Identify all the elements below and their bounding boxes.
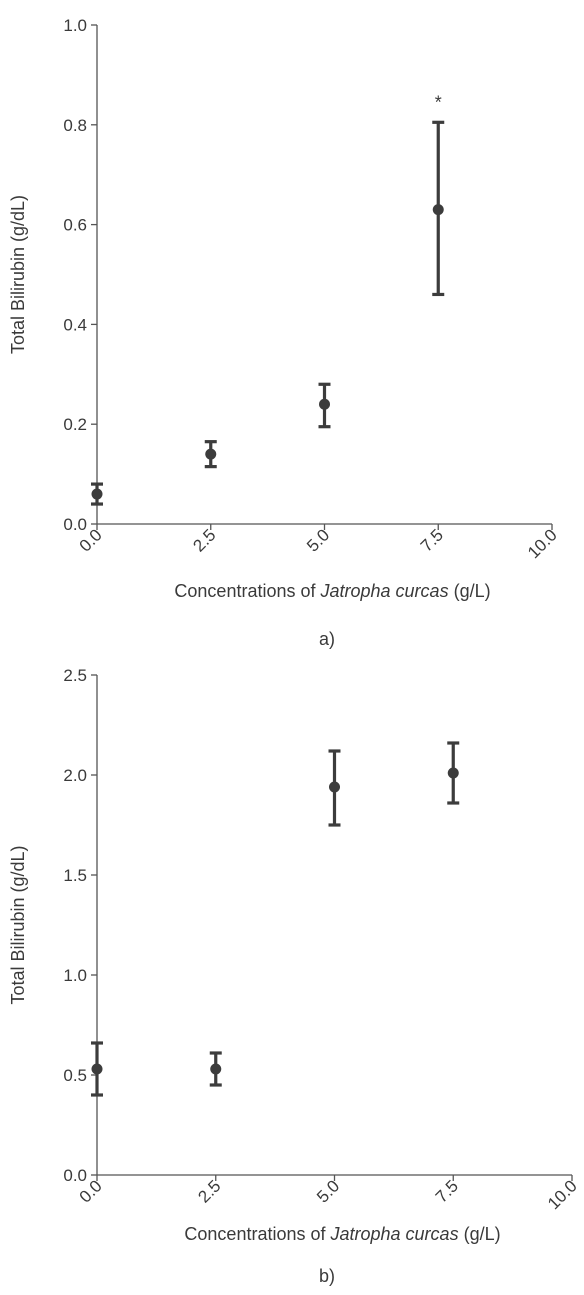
y-tick-label: 1.0 bbox=[63, 16, 87, 35]
x-tick-label: 2.5 bbox=[194, 1176, 224, 1206]
y-tick-label: 0.0 bbox=[63, 515, 87, 534]
data-point bbox=[432, 204, 444, 216]
x-tick-label: 7.5 bbox=[417, 525, 447, 555]
significance-marker: * bbox=[435, 92, 442, 112]
y-tick-label: 2.0 bbox=[63, 766, 87, 785]
chart-a-svg: 0.00.20.40.60.81.00.0 2.5 5.0 7.5 10.0 * Tot… bbox=[8, 16, 561, 649]
chart-b-x-axis-title-italic: Jatropha curcas bbox=[330, 1224, 459, 1244]
data-point bbox=[205, 448, 217, 460]
x-tick-label: 10.0 bbox=[524, 525, 561, 562]
y-tick-label: 0.5 bbox=[63, 1066, 87, 1085]
chart-b-x-axis-title: Concentrations of Jatropha curcas (g/L) bbox=[184, 1224, 500, 1244]
chart-b-x-axis-title-suffix: (g/L) bbox=[459, 1224, 501, 1244]
y-tick-label: 1.0 bbox=[63, 966, 87, 985]
data-point-group bbox=[209, 1051, 222, 1087]
chart-b-marks bbox=[91, 741, 460, 1097]
y-tick-label: 1.5 bbox=[63, 866, 87, 885]
chart-a-ticks: 0.00.20.40.60.81.00.0 2.5 5.0 7.5 10.0 bbox=[63, 16, 560, 562]
y-tick-label: 0.8 bbox=[63, 116, 87, 135]
chart-a-marks: * bbox=[91, 92, 445, 506]
y-tick-label: 0.0 bbox=[63, 1166, 87, 1185]
chart-a-axes bbox=[96, 25, 552, 525]
y-tick-label: 2.5 bbox=[63, 666, 87, 685]
x-tick-label: 5.0 bbox=[303, 525, 333, 555]
data-point bbox=[210, 1063, 222, 1075]
x-tick-label: 5.0 bbox=[313, 1176, 343, 1206]
data-point-group bbox=[91, 1041, 103, 1097]
data-point-group: * bbox=[432, 92, 445, 297]
chart-b-svg: 0.00.51.01.52.02.50.0 2.5 5.0 7.5 10.0 Total… bbox=[8, 666, 581, 1286]
y-tick-label: 0.2 bbox=[63, 415, 87, 434]
data-point bbox=[91, 488, 103, 500]
chart-b-ticks: 0.00.51.01.52.02.50.0 2.5 5.0 7.5 10.0 bbox=[63, 666, 580, 1213]
x-tick-label: 10.0 bbox=[544, 1176, 581, 1213]
y-tick-label: 0.6 bbox=[63, 216, 87, 235]
data-point-group bbox=[91, 482, 103, 506]
chart-a-x-axis-title-italic: Jatropha curcas bbox=[320, 581, 449, 601]
chart-b-y-axis-title: Total Bilirubin (g/dL) bbox=[8, 845, 28, 1004]
x-tick-label: 2.5 bbox=[189, 525, 219, 555]
data-point bbox=[447, 767, 459, 779]
chart-panel-a: 0.0 0.2 0.4 0.6 0.8 1.0 0.0 2.5 5.0 7.5 10.0 * Tot… bbox=[8, 16, 561, 649]
chart-a-x-axis-title-prefix: Concentrations of bbox=[174, 581, 320, 601]
data-point-group bbox=[204, 440, 217, 469]
data-point-group bbox=[318, 382, 331, 429]
chart-a-x-axis-title: Concentrations of Jatropha curcas (g/L) bbox=[174, 581, 490, 601]
data-point bbox=[329, 781, 340, 793]
data-point bbox=[319, 398, 330, 410]
chart-panel-b: 0.0 0.5 1.0 1.5 2.0 2.5 0.0 2.5 5.0 7.5 10.0 Total… bbox=[0, 660, 584, 1295]
y-tick-label: 0.4 bbox=[63, 315, 87, 334]
chart-a-panel-label: a) bbox=[319, 629, 335, 649]
data-point-group bbox=[328, 749, 341, 827]
data-point-group bbox=[447, 741, 460, 805]
chart-a-x-axis-title-suffix: (g/L) bbox=[449, 581, 491, 601]
x-tick-label: 7.5 bbox=[432, 1176, 462, 1206]
chart-b-panel-label: b) bbox=[319, 1266, 335, 1286]
chart-a-y-axis-title: Total Bilirubin (g/dL) bbox=[8, 195, 28, 354]
data-point bbox=[91, 1063, 103, 1075]
chart-b-x-axis-title-prefix: Concentrations of bbox=[184, 1224, 330, 1244]
